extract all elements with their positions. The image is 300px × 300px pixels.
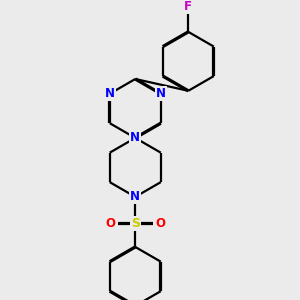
Text: N: N bbox=[156, 87, 166, 100]
Text: N: N bbox=[130, 131, 140, 144]
Text: O: O bbox=[155, 217, 165, 230]
Text: O: O bbox=[105, 217, 115, 230]
Text: N: N bbox=[105, 87, 115, 100]
Text: N: N bbox=[130, 190, 140, 203]
Text: F: F bbox=[184, 0, 192, 13]
Text: S: S bbox=[131, 217, 140, 230]
